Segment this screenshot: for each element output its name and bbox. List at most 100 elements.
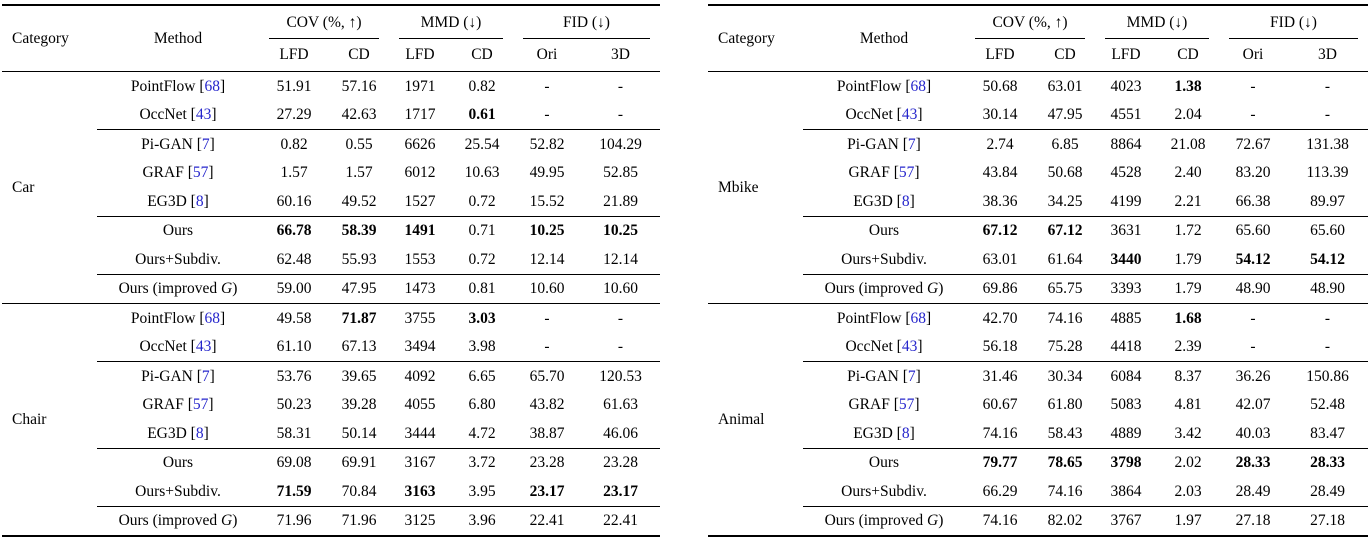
metric-value: 27.18 xyxy=(1287,505,1368,536)
metric-value: 120.53 xyxy=(581,361,660,391)
metric-value: 6.85 xyxy=(1035,129,1095,159)
metric-value: 1.68 xyxy=(1157,303,1219,333)
table-row: Ours (improved G) 59.00 47.95 1473 0.81 10.60… xyxy=(2,273,660,304)
citation-link[interactable]: 7 xyxy=(907,367,916,385)
citation-link[interactable]: 7 xyxy=(201,367,210,385)
table-row: Ours+Subdiv. 66.29 74.16 3864 2.03 28.49 28.49 xyxy=(708,477,1368,506)
table-row: Pi-GAN [7] 2.74 6.85 8864 21.08 72.67 131.38 xyxy=(708,129,1368,159)
metric-value: 42.70 xyxy=(965,303,1035,333)
metric-value: 43.82 xyxy=(529,396,565,413)
citation-link[interactable]: 68 xyxy=(204,309,220,327)
metric-value: - xyxy=(617,77,624,95)
metric-value: 22.41 xyxy=(513,505,581,536)
citation-link[interactable]: 43 xyxy=(195,338,212,355)
citation-link[interactable]: 7 xyxy=(907,135,916,153)
method-cell: Ours xyxy=(803,215,965,245)
method-cell: Ours (improved G) xyxy=(803,505,965,536)
metric-value: 69.91 xyxy=(329,447,389,477)
citation-link[interactable]: 7 xyxy=(201,135,210,153)
metric-value: 61.63 xyxy=(603,396,638,413)
table-row: GRAF [57] 60.67 61.80 5083 4.81 42.07 52.48 xyxy=(708,391,1368,420)
citation-link[interactable]: 57 xyxy=(898,396,915,413)
metric-value: 1.72 xyxy=(1157,215,1219,245)
metric-value: 6626 xyxy=(389,129,451,159)
citation-link[interactable]: 68 xyxy=(910,77,926,95)
metric-value: 1.38 xyxy=(1174,77,1202,95)
metric-value: 2.40 xyxy=(1174,164,1202,181)
metric-value: 71.96 xyxy=(329,505,389,536)
citation-link[interactable]: 57 xyxy=(192,164,209,181)
citation-link[interactable]: 68 xyxy=(910,309,926,327)
metric-value: 8.37 xyxy=(1157,361,1219,391)
table-header: Category Method COV (%, ↑) MMD (↓) FID (… xyxy=(708,5,1368,72)
citation-link[interactable]: 57 xyxy=(192,396,209,413)
metric-value: 63.01 xyxy=(1047,77,1083,95)
metric-value: 49.95 xyxy=(529,164,565,181)
metric-value: 3.96 xyxy=(451,505,513,536)
method-cell: EG3D [8] xyxy=(853,424,915,442)
metric-value: 78.65 xyxy=(1035,447,1095,477)
citation-link[interactable]: 43 xyxy=(195,106,212,123)
citation-link[interactable]: 8 xyxy=(901,424,910,442)
subcolumn-cd: CD xyxy=(451,39,513,72)
citation-link[interactable]: 43 xyxy=(901,106,918,123)
metric-value: - xyxy=(617,106,624,123)
column-header-category: Category xyxy=(708,5,803,72)
table-row: Car PointFlow [68] 51.91 57.16 1971 0.82 - - xyxy=(2,72,660,195)
method-cell: EG3D [8] xyxy=(147,424,209,442)
metric-value: 4889 xyxy=(1110,424,1142,442)
table-row: GRAF [57] 50.23 39.28 4055 6.80 43.82 61.63 xyxy=(2,391,660,420)
metric-value: 6.80 xyxy=(468,396,496,413)
results-table-left: Category Method COV (%, ↑) MMD (↓) FID (… xyxy=(2,4,660,537)
table-row: Mbike PointFlow [68] 50.68 63.01 4023 1.38 - - xyxy=(708,72,1368,195)
metric-value: 52.82 xyxy=(513,129,581,159)
metric-value: 69.86 xyxy=(965,273,1035,304)
citation-link[interactable]: 8 xyxy=(901,192,910,210)
metric-value: 4418 xyxy=(1110,338,1142,355)
metric-value: - xyxy=(1324,338,1331,355)
metric-value: 53.76 xyxy=(259,361,329,391)
metric-value: 2.03 xyxy=(1174,482,1202,500)
subcolumn-3d: 3D xyxy=(1287,39,1368,72)
table-row: Ours 69.08 69.91 3167 3.72 23.28 23.28 xyxy=(2,447,660,477)
table-header: Category Method COV (%, ↑) MMD (↓) FID (… xyxy=(2,5,660,72)
column-group-cov: COV (%, ↑) xyxy=(259,5,389,39)
metric-value: 3167 xyxy=(389,447,451,477)
table-row: Ours 79.77 78.65 3798 2.02 28.33 28.33 xyxy=(708,447,1368,477)
metric-value: 60.16 xyxy=(276,192,312,210)
subcolumn-ori: Ori xyxy=(1219,39,1287,72)
metric-value: 59.00 xyxy=(259,273,329,304)
metric-value: - xyxy=(581,303,660,333)
citation-link[interactable]: 57 xyxy=(898,164,915,181)
table-row: Ours (improved G) 69.86 65.75 3393 1.79 48.90… xyxy=(708,273,1368,304)
method-cell: PointFlow [68] xyxy=(836,77,932,95)
citation-link[interactable]: 43 xyxy=(901,338,918,355)
method-cell: Ours xyxy=(803,447,965,477)
citation-link[interactable]: 68 xyxy=(204,77,220,95)
method-cell: Ours+Subdiv. xyxy=(135,482,221,500)
table-row: Ours (improved G) 71.96 71.96 3125 3.96 22.41… xyxy=(2,505,660,536)
metric-value: 51.91 xyxy=(276,77,312,95)
method-cell: GRAF [57] xyxy=(848,164,920,181)
table-row: Pi-GAN [7] 0.82 0.55 6626 25.54 52.82 104.29 xyxy=(2,129,660,159)
metric-value: 82.02 xyxy=(1035,505,1095,536)
citation-link[interactable]: 8 xyxy=(195,424,204,442)
table-row: OccNet [43] 27.29 42.63 1717 0.61 - - xyxy=(2,101,660,130)
metric-value: 1971 xyxy=(404,77,436,95)
metric-value: 67.13 xyxy=(341,338,377,355)
metric-value: 1473 xyxy=(389,273,451,304)
metric-value: 74.16 xyxy=(982,424,1018,442)
metric-value: 43.84 xyxy=(982,164,1018,181)
header-group-row: Category Method COV (%, ↑) MMD (↓) FID (… xyxy=(2,5,660,72)
metric-value: 65.70 xyxy=(513,361,581,391)
column-header-method: Method xyxy=(803,5,965,72)
metric-value: 74.16 xyxy=(1047,482,1083,500)
table-body: Mbike PointFlow [68] 50.68 63.01 4023 1.38- - O… xyxy=(708,72,1368,536)
method-cell: PointFlow [68] xyxy=(97,303,259,333)
metric-value: - xyxy=(1287,303,1368,333)
subcolumn-cd: CD xyxy=(1157,39,1219,72)
metric-value: 5083 xyxy=(1110,396,1142,413)
metric-value: 6012 xyxy=(404,164,436,181)
citation-link[interactable]: 8 xyxy=(195,192,204,210)
metric-value: 1717 xyxy=(404,106,436,123)
